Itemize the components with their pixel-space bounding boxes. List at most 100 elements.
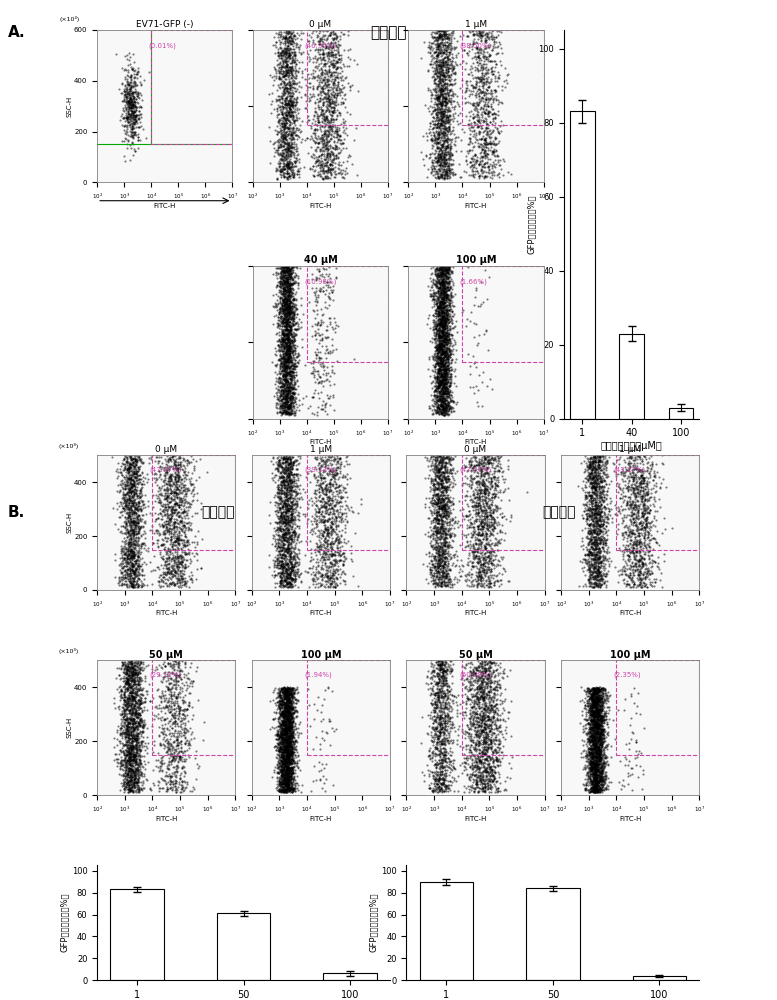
Point bbox=[128, 469, 141, 485]
Point bbox=[282, 759, 294, 775]
Point bbox=[281, 729, 294, 745]
Point bbox=[180, 733, 193, 749]
Point bbox=[598, 513, 611, 529]
Point bbox=[165, 485, 177, 501]
Point bbox=[134, 665, 146, 681]
Point bbox=[148, 562, 161, 578]
Point bbox=[273, 682, 285, 698]
Point bbox=[277, 156, 290, 172]
Point bbox=[277, 306, 289, 322]
Point bbox=[272, 44, 284, 60]
Point bbox=[467, 734, 479, 750]
Point bbox=[272, 317, 284, 333]
Point bbox=[436, 0, 448, 10]
Point bbox=[134, 764, 147, 780]
Point bbox=[280, 347, 292, 363]
Point bbox=[326, 570, 338, 586]
Point bbox=[286, 460, 298, 476]
Point bbox=[602, 727, 615, 743]
Point bbox=[164, 473, 176, 489]
Point bbox=[463, 784, 476, 800]
Point bbox=[435, 59, 448, 75]
Point bbox=[124, 739, 136, 755]
Point bbox=[580, 502, 592, 518]
Point bbox=[128, 759, 141, 775]
Point bbox=[128, 532, 141, 548]
Point bbox=[589, 758, 601, 774]
Point bbox=[275, 717, 287, 733]
Point bbox=[472, 123, 485, 139]
Point bbox=[587, 541, 600, 557]
Point bbox=[438, 331, 451, 347]
Point bbox=[420, 668, 433, 684]
Point bbox=[594, 468, 607, 484]
Point bbox=[176, 550, 188, 566]
Point bbox=[440, 120, 452, 136]
Point bbox=[478, 475, 490, 491]
Point bbox=[613, 542, 625, 558]
Point bbox=[432, 768, 444, 784]
Point bbox=[431, 37, 444, 53]
Point bbox=[437, 759, 450, 775]
Point bbox=[285, 473, 298, 489]
Point bbox=[273, 19, 285, 35]
Point bbox=[442, 352, 455, 368]
Point bbox=[277, 158, 290, 174]
Point bbox=[126, 85, 138, 101]
Point bbox=[286, 714, 298, 730]
Point bbox=[166, 551, 178, 567]
Point bbox=[133, 553, 145, 569]
Point bbox=[439, 530, 451, 546]
Point bbox=[591, 775, 603, 791]
Point bbox=[284, 0, 296, 15]
Point bbox=[174, 752, 186, 768]
Point bbox=[274, 692, 286, 708]
Point bbox=[282, 0, 294, 5]
Point bbox=[331, 60, 343, 76]
Point bbox=[284, 47, 297, 63]
Point bbox=[490, 73, 502, 89]
Point bbox=[440, 286, 452, 302]
Point bbox=[437, 776, 449, 792]
Point bbox=[277, 449, 290, 465]
Point bbox=[487, 681, 500, 697]
Point bbox=[134, 502, 147, 518]
Point bbox=[320, 99, 333, 115]
Point bbox=[278, 747, 291, 763]
Point bbox=[273, 59, 285, 75]
Point bbox=[178, 720, 190, 736]
Point bbox=[440, 348, 452, 364]
Point bbox=[428, 163, 441, 179]
Point bbox=[315, 52, 327, 68]
Point bbox=[479, 451, 491, 467]
Point bbox=[590, 693, 602, 709]
Point bbox=[431, 330, 444, 346]
Point bbox=[439, 11, 451, 27]
Point bbox=[181, 495, 193, 511]
Point bbox=[586, 751, 598, 767]
Point bbox=[277, 742, 290, 758]
Point bbox=[316, 552, 329, 568]
Point bbox=[619, 566, 632, 582]
Point bbox=[312, 522, 324, 538]
Point bbox=[465, 469, 477, 485]
Point bbox=[637, 575, 650, 591]
Point bbox=[598, 548, 611, 564]
Point bbox=[270, 488, 283, 504]
Point bbox=[269, 523, 281, 539]
Point bbox=[135, 77, 148, 93]
Point bbox=[626, 506, 639, 522]
Point bbox=[434, 322, 446, 338]
Point bbox=[283, 379, 295, 395]
Point bbox=[310, 554, 322, 570]
Point bbox=[286, 363, 298, 379]
Point bbox=[593, 772, 605, 788]
Point bbox=[487, 0, 500, 2]
Point bbox=[334, 454, 347, 470]
Point bbox=[280, 285, 292, 301]
Point bbox=[471, 132, 483, 148]
Point bbox=[116, 718, 128, 734]
Point bbox=[444, 284, 457, 300]
Point bbox=[283, 293, 295, 309]
Point bbox=[470, 282, 483, 298]
